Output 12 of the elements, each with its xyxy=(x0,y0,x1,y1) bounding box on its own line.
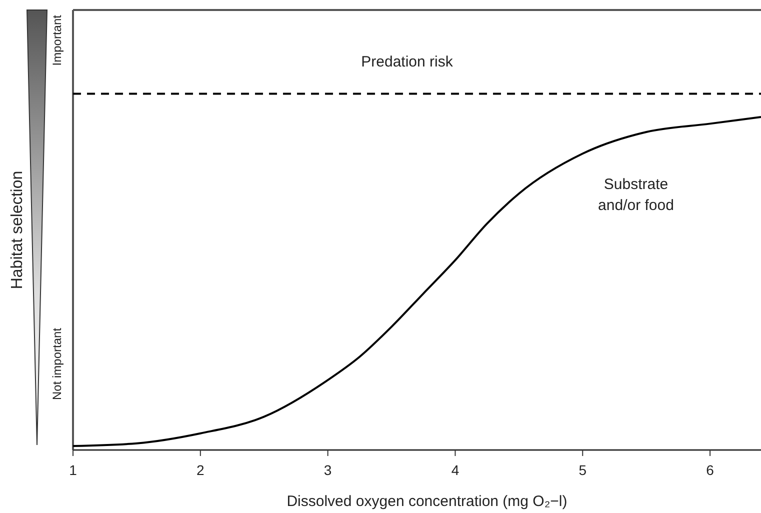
text: Not important xyxy=(50,327,64,400)
x-tick-label: 6 xyxy=(706,462,714,478)
x-tick-label: 2 xyxy=(196,462,205,478)
text: Important xyxy=(50,14,64,66)
x-tick-label: 3 xyxy=(324,462,332,478)
x-tick-label: 4 xyxy=(451,462,460,478)
y-axis-title: Habitat selection xyxy=(9,170,26,290)
ref-line-label: Predation risk xyxy=(361,54,454,71)
x-tick-label: 5 xyxy=(578,462,587,478)
series-label: Substrate and/or food xyxy=(598,176,674,214)
x-axis-title: Dissolved oxygen concentration (mg O₂−l) xyxy=(286,493,568,510)
x-tick-label: 1 xyxy=(69,462,78,478)
